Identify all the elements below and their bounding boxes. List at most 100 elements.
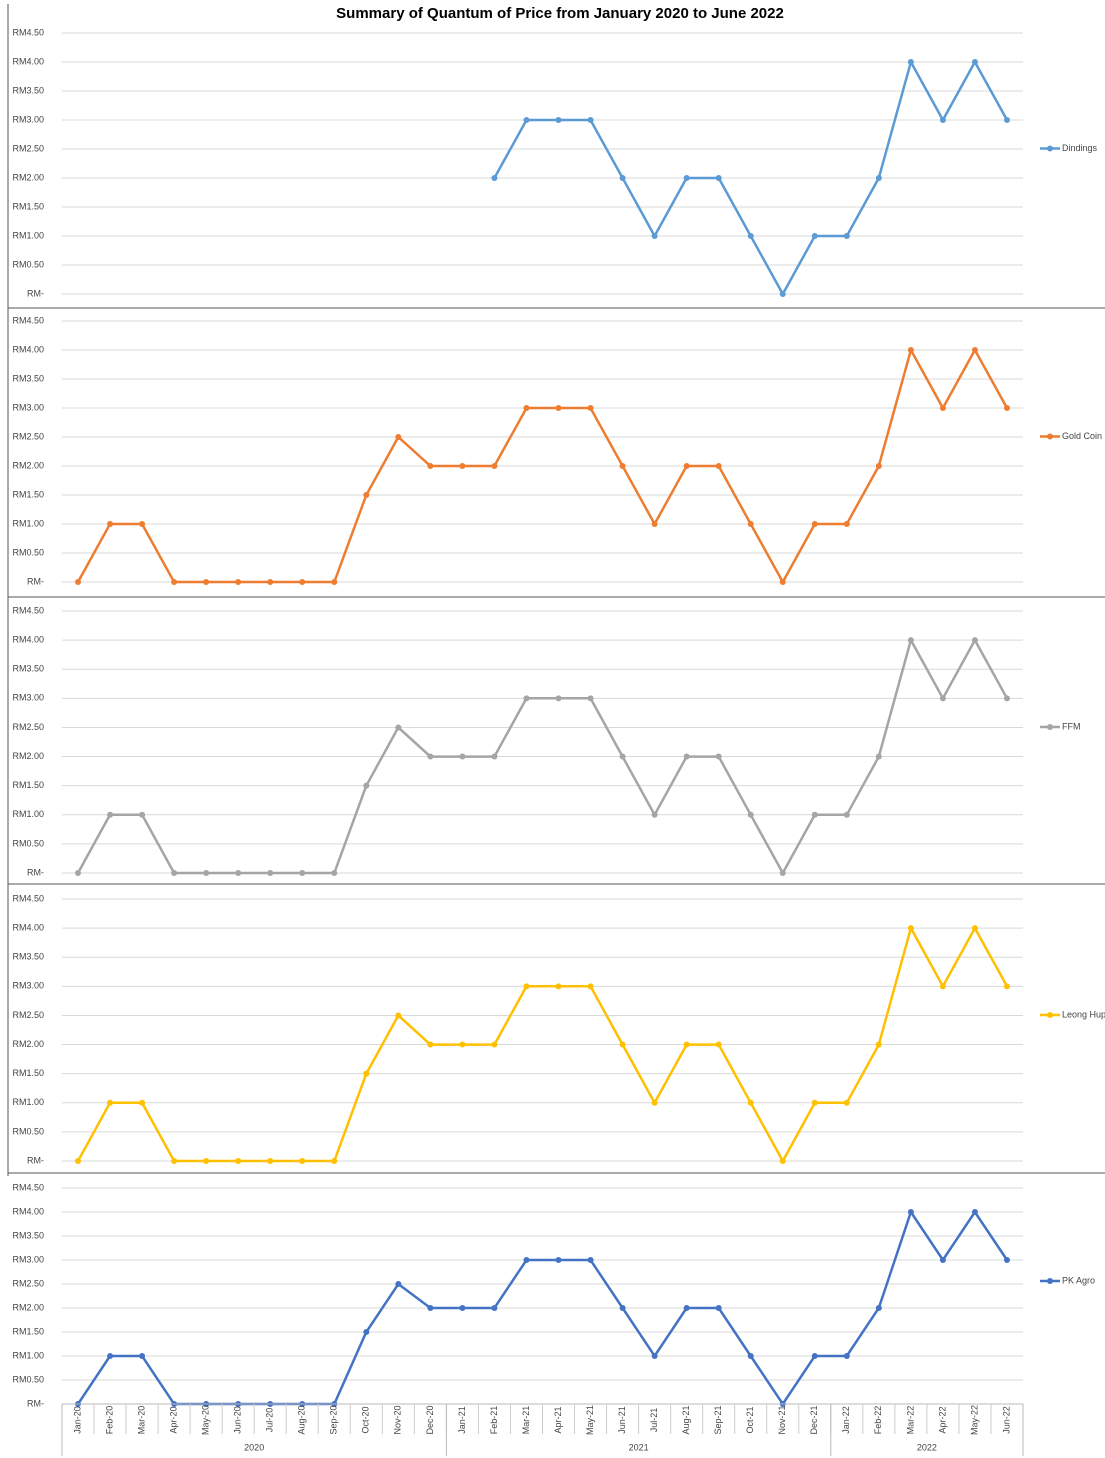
x-tick-label: Mar-21: [521, 1406, 531, 1435]
y-tick-label: RM2.50: [12, 722, 44, 732]
y-tick-label: RM0.50: [12, 547, 44, 557]
data-point: [747, 811, 754, 818]
y-tick-label: RM0.50: [12, 838, 44, 848]
x-tick-label: Aug-21: [681, 1405, 691, 1434]
data-point: [459, 753, 466, 760]
data-point: [747, 521, 754, 527]
data-point: [747, 1099, 754, 1106]
data-point: [747, 1353, 754, 1359]
data-point: [939, 405, 946, 411]
data-point: [779, 579, 786, 585]
data-point: [875, 1305, 882, 1311]
data-point: [555, 983, 562, 990]
data-point: [907, 925, 914, 932]
legend-label: FFM: [1062, 721, 1081, 731]
x-tick-label: Apr-22: [937, 1406, 947, 1433]
y-tick-label: RM1.50: [12, 780, 44, 790]
legend-label: Gold Coin: [1062, 431, 1102, 441]
data-point: [651, 1353, 658, 1359]
y-tick-label: RM3.00: [12, 402, 44, 412]
y-tick-label: RM-: [27, 867, 44, 877]
y-tick-label: RM1.50: [12, 1326, 44, 1336]
y-tick-label: RM-: [27, 288, 44, 298]
data-point: [1003, 117, 1010, 123]
data-point: [203, 579, 210, 585]
data-point: [235, 579, 242, 585]
data-point: [395, 724, 402, 731]
data-point: [779, 291, 786, 297]
y-tick-label: RM2.00: [12, 460, 44, 470]
x-tick-label: Jan-21: [457, 1406, 467, 1434]
chart-title: Summary of Quantum of Price from January…: [336, 5, 784, 22]
data-point: [139, 811, 146, 818]
y-tick-label: RM0.50: [12, 1126, 44, 1136]
x-tick-label: Aug-20: [297, 1405, 307, 1434]
y-tick-label: RM4.00: [12, 634, 44, 644]
x-tick-label: May-22: [969, 1405, 979, 1435]
data-point: [331, 870, 338, 876]
data-point: [587, 695, 594, 702]
y-tick-label: RM4.50: [12, 605, 44, 615]
y-tick-label: RM4.50: [12, 1182, 44, 1192]
x-tick-label: Apr-20: [168, 1406, 178, 1433]
data-point: [491, 1041, 498, 1048]
y-tick-label: RM3.50: [12, 373, 44, 383]
legend-marker: [1047, 1278, 1053, 1284]
data-point: [75, 870, 82, 876]
x-tick-label: Nov-20: [393, 1405, 403, 1434]
x-tick-label: Jun-21: [617, 1406, 627, 1434]
y-tick-label: RM1.00: [12, 230, 44, 240]
data-point: [1003, 695, 1010, 702]
data-point: [491, 463, 498, 469]
data-point: [907, 347, 914, 353]
x-tick-label: Mar-22: [905, 1406, 915, 1435]
y-tick-label: RM1.00: [12, 809, 44, 819]
data-point: [75, 579, 82, 585]
data-point: [267, 1158, 274, 1164]
data-point: [683, 753, 690, 760]
data-point: [523, 117, 530, 123]
data-point: [619, 1305, 626, 1311]
data-point: [683, 1041, 690, 1048]
x-tick-label: Feb-22: [873, 1406, 883, 1435]
data-point: [651, 233, 658, 239]
data-point: [939, 983, 946, 990]
x-tick-label: Jan-20: [72, 1406, 82, 1434]
data-point: [587, 1257, 594, 1263]
series-line: [76, 924, 1009, 1164]
data-point: [939, 117, 946, 123]
x-tick-label: Feb-20: [104, 1406, 114, 1435]
data-point: [203, 1158, 210, 1164]
y-tick-label: RM3.50: [12, 1230, 44, 1240]
data-point: [363, 492, 370, 498]
data-point: [459, 463, 466, 469]
data-point: [1003, 405, 1010, 411]
y-tick-label: RM4.50: [12, 27, 44, 37]
x-tick-label: Sep-21: [713, 1405, 723, 1434]
data-point: [811, 811, 818, 818]
y-tick-label: RM2.00: [12, 172, 44, 182]
data-point: [1003, 983, 1010, 990]
data-point: [107, 1353, 114, 1359]
data-point: [715, 463, 722, 469]
data-point: [171, 870, 178, 876]
legend-label: PK Agro: [1062, 1275, 1095, 1285]
data-point: [427, 1305, 434, 1311]
data-point: [939, 1257, 946, 1263]
y-tick-label: RM2.50: [12, 1010, 44, 1020]
data-point: [683, 463, 690, 469]
data-point: [843, 1099, 850, 1106]
data-point: [875, 753, 882, 760]
data-point: [267, 870, 274, 876]
data-point: [875, 463, 882, 469]
data-point: [715, 175, 722, 181]
x-tick-label: Jul-21: [649, 1408, 659, 1433]
y-tick-label: RM1.00: [12, 518, 44, 528]
y-tick-label: RM2.00: [12, 1039, 44, 1049]
data-point: [235, 870, 242, 876]
x-tick-label: Nov-21: [777, 1405, 787, 1434]
x-tick-label: Dec-20: [425, 1405, 435, 1434]
x-tick-label: Dec-21: [809, 1405, 819, 1434]
x-tick-label: Jun-22: [1001, 1406, 1011, 1434]
